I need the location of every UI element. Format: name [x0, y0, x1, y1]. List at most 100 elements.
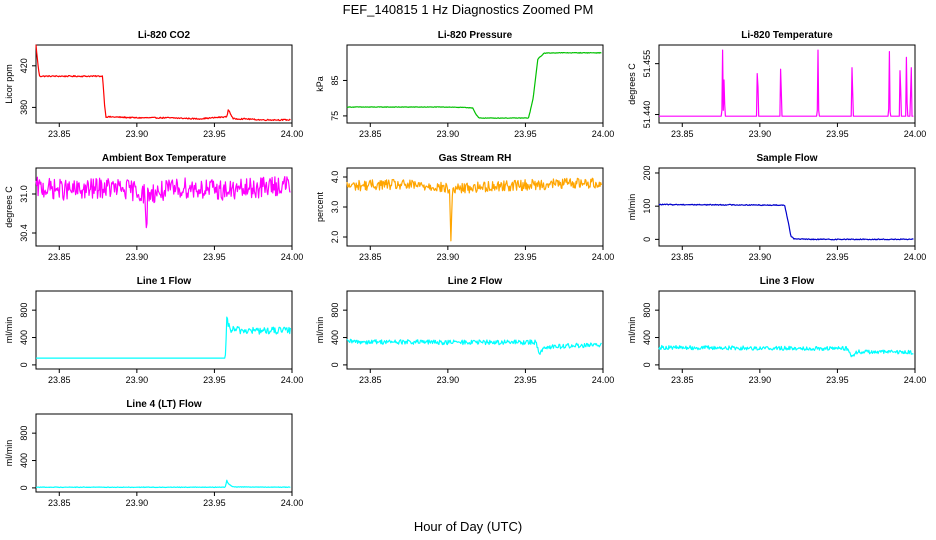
y-axis-label: Licor ppm [4, 64, 14, 104]
x-tick-label: 23.85 [671, 375, 694, 385]
x-tick-label: 23.90 [437, 375, 460, 385]
y-tick-label: 400 [19, 453, 29, 468]
y-axis-label: ml/min [4, 317, 14, 344]
plot-frame [346, 44, 604, 124]
y-tick-label: 800 [642, 303, 652, 318]
chart-panel: Line 4 (LT) Flow ml/min 23.85 23.90 23.95 24.… [4, 399, 303, 508]
chart-title: Line 3 Flow [760, 276, 815, 287]
plot-frame [35, 290, 293, 370]
x-tick-label: 23.85 [48, 129, 71, 139]
x-tick-label: 23.95 [203, 129, 226, 139]
x-tick-label: 23.90 [749, 252, 772, 262]
y-tick-label: 0 [642, 237, 652, 242]
plot-frame [658, 44, 916, 124]
series-line [346, 177, 602, 242]
series-line [658, 344, 914, 358]
series-line [346, 51, 602, 119]
x-tick-label: 23.90 [749, 375, 772, 385]
x-tick-label: 24.00 [592, 129, 615, 139]
plot-frame [35, 44, 293, 124]
figure-x-axis-label: Hour of Day (UTC) [414, 519, 522, 534]
x-tick-label: 23.95 [514, 375, 537, 385]
x-tick-label: 23.85 [671, 252, 694, 262]
y-tick-label: 800 [19, 303, 29, 318]
x-tick-label: 23.95 [203, 498, 226, 508]
chart-panel: Li-820 Pressure kPa 23.85 23.90 23.95 24.00 75… [315, 30, 614, 139]
chart-title: Line 4 (LT) Flow [126, 399, 202, 410]
y-tick-label: 380 [19, 100, 29, 115]
plot-frame [658, 167, 916, 247]
series-line [659, 49, 914, 117]
plot-frame [658, 290, 916, 370]
y-tick-label: 4.0 [330, 171, 340, 184]
series-line [35, 479, 291, 489]
x-tick-label: 23.90 [437, 252, 460, 262]
x-tick-label: 23.95 [514, 129, 537, 139]
series-line [36, 316, 291, 359]
x-tick-label: 24.00 [592, 375, 615, 385]
x-tick-label: 23.85 [48, 498, 71, 508]
series-line [658, 203, 914, 241]
y-tick-label: 800 [19, 426, 29, 441]
y-tick-label: 200 [642, 165, 652, 180]
y-tick-label: 3.0 [330, 201, 340, 214]
y-axis-label: ml/min [627, 317, 637, 344]
chart-panel: Ambient Box Temperature degrees C 23.85 23.… [4, 153, 303, 262]
x-tick-label: 23.95 [203, 375, 226, 385]
y-axis-label: ml/min [627, 194, 637, 221]
x-tick-label: 23.90 [437, 129, 460, 139]
y-axis-label: ml/min [4, 440, 14, 467]
x-tick-label: 23.95 [826, 375, 849, 385]
y-tick-label: 400 [19, 330, 29, 345]
plot-frame [35, 413, 293, 493]
x-tick-label: 23.95 [826, 129, 849, 139]
x-tick-label: 23.85 [359, 252, 382, 262]
x-tick-label: 24.00 [281, 252, 304, 262]
y-axis-label: percent [315, 191, 325, 222]
chart-panel: Sample Flow ml/min 23.85 23.90 23.95 24.00 0 10… [627, 153, 926, 262]
chart-panel: Li-820 CO2 Licor ppm 23.85 23.90 23.95 24.00 3… [4, 30, 303, 139]
y-axis-label: kPa [315, 76, 325, 92]
y-tick-label: 51.455 [642, 50, 652, 78]
y-tick-label: 400 [330, 330, 340, 345]
chart-title: Line 1 Flow [137, 276, 192, 287]
series-line [35, 44, 291, 122]
x-tick-label: 23.90 [126, 498, 149, 508]
x-tick-label: 23.90 [126, 375, 149, 385]
x-tick-label: 23.90 [749, 129, 772, 139]
x-tick-label: 24.00 [592, 252, 615, 262]
chart-panel: Line 1 Flow ml/min 23.85 23.90 23.95 24.00 0 40… [4, 276, 303, 385]
chart-panel: Line 3 Flow ml/min 23.85 23.90 23.95 24.00 0 40… [627, 276, 926, 385]
plot-frame [346, 290, 604, 370]
chart-title: Gas Stream RH [439, 153, 512, 164]
chart-title: Li-820 Temperature [741, 30, 833, 41]
chart-title: Li-820 CO2 [138, 30, 191, 41]
x-tick-label: 23.85 [671, 129, 694, 139]
chart-title: Line 2 Flow [448, 276, 503, 287]
y-tick-label: 0 [19, 485, 29, 490]
y-tick-label: 0 [642, 362, 652, 367]
y-tick-label: 85 [330, 75, 340, 85]
x-tick-label: 23.90 [126, 129, 149, 139]
x-tick-label: 24.00 [281, 498, 304, 508]
x-tick-label: 23.90 [126, 252, 149, 262]
y-tick-label: 2.0 [330, 231, 340, 244]
chart-panel: Line 2 Flow ml/min 23.85 23.90 23.95 24.00 0 40… [315, 276, 614, 385]
chart-title: Sample Flow [756, 153, 817, 164]
y-axis-label: ml/min [315, 317, 325, 344]
y-tick-label: 51.440 [642, 101, 652, 129]
x-tick-label: 23.85 [48, 252, 71, 262]
x-tick-label: 23.85 [359, 129, 382, 139]
y-tick-label: 0 [19, 362, 29, 367]
series-line [346, 338, 602, 355]
series-line [35, 176, 291, 229]
x-tick-label: 24.00 [281, 375, 304, 385]
x-tick-label: 24.00 [904, 252, 927, 262]
x-tick-label: 24.00 [904, 129, 927, 139]
y-tick-label: 100 [642, 199, 652, 214]
x-tick-label: 23.85 [359, 375, 382, 385]
figure-title: FEF_140815 1 Hz Diagnostics Zoomed PM [343, 2, 594, 17]
y-axis-label: degrees C [4, 186, 14, 228]
x-tick-label: 23.95 [514, 252, 537, 262]
